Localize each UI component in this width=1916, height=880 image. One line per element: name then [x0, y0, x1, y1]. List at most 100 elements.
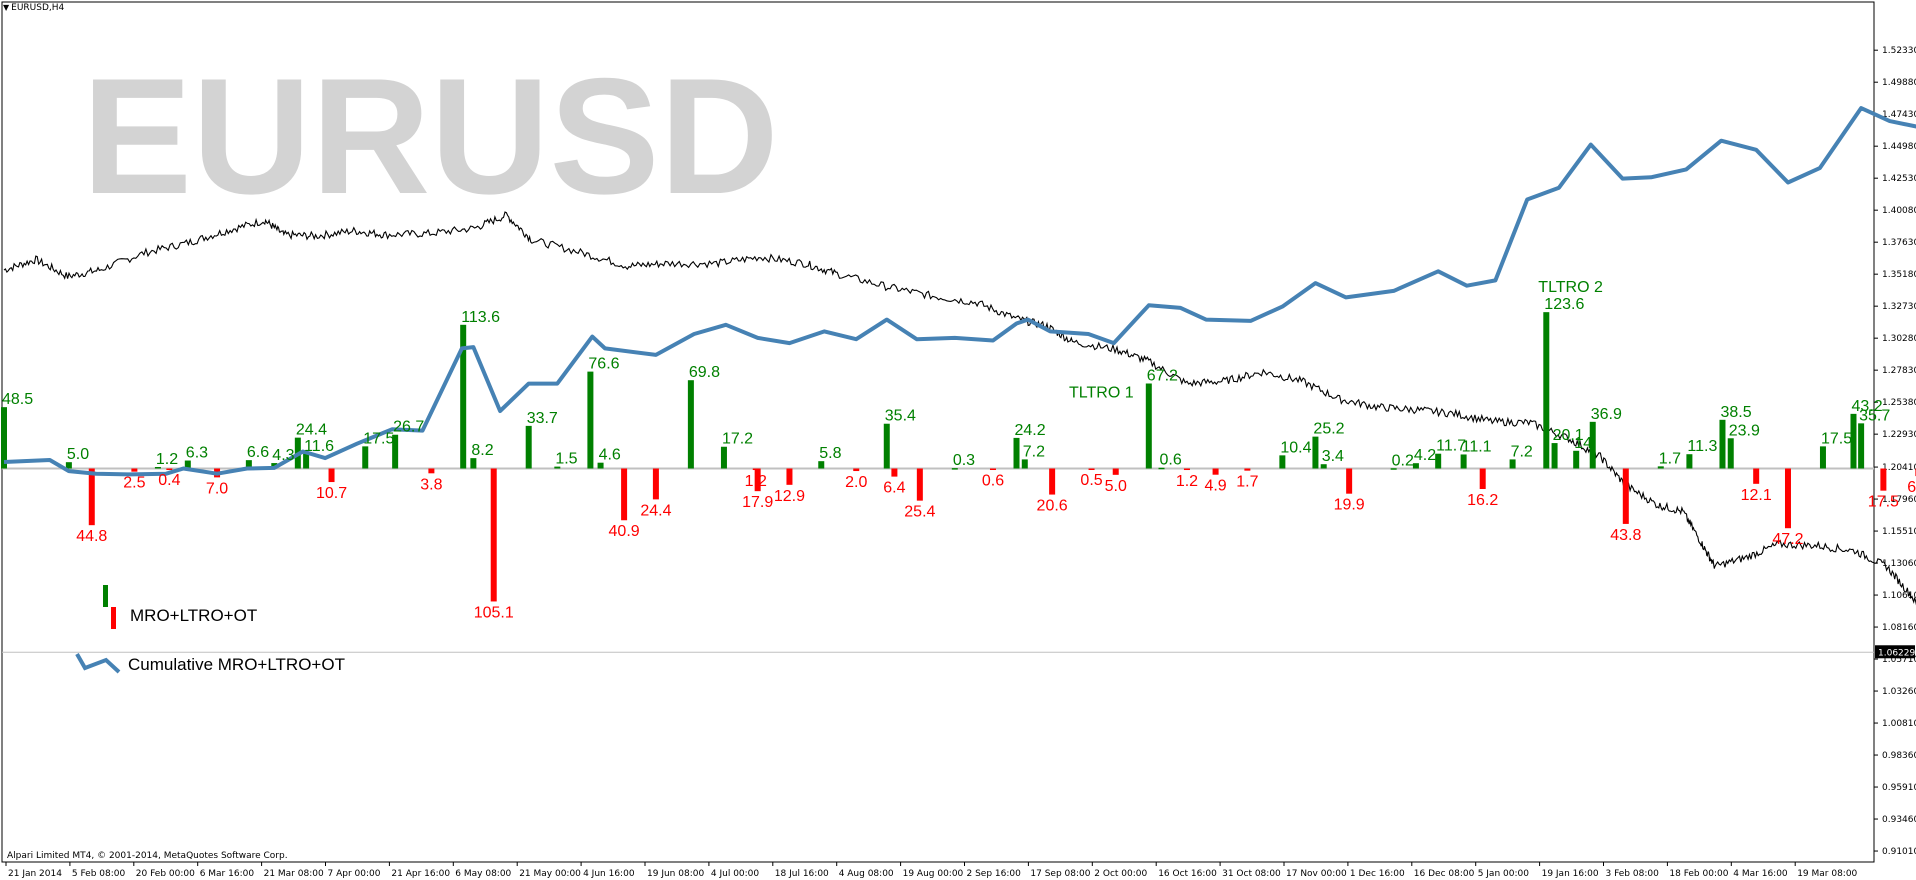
bar-value-label: 1.2 — [1176, 473, 1198, 490]
time-tick-label: 18 Feb 00:00 — [1669, 869, 1728, 879]
bar-value-label: 44.8 — [76, 528, 107, 545]
bar-positive — [470, 458, 477, 469]
bar-value-label: 17.5 — [1868, 494, 1899, 511]
bar-value-label: 24.4 — [640, 502, 671, 519]
time-tick-label: 6 May 08:00 — [455, 869, 511, 879]
bar-negative — [989, 468, 996, 471]
time-tick-label: 2 Oct 00:00 — [1094, 869, 1147, 879]
bar-value-label: 1.2 — [745, 473, 767, 490]
bar-value-label: 17.5 — [363, 430, 394, 447]
bar-negative — [891, 468, 898, 477]
price-tick-label: 0.98360 — [1882, 751, 1916, 761]
copyright-text: Alpari Limited MT4, © 2001-2014, MetaQuo… — [7, 851, 288, 861]
time-tick-label: 19 Mar 08:00 — [1797, 869, 1857, 879]
tltro-annotation: TLTRO 1 — [1069, 384, 1134, 401]
time-tick-label: 20 Feb 00:00 — [136, 869, 195, 879]
bar-value-label: 5.0 — [1105, 478, 1127, 495]
time-tick-label: 16 Oct 16:00 — [1158, 869, 1217, 879]
bar-value-label: 20.1 — [1553, 427, 1584, 444]
price-tick-label: 1.25380 — [1882, 398, 1916, 408]
bar-positive — [1412, 463, 1419, 469]
bar-value-label: 0.2 — [1392, 452, 1414, 469]
watermark-text: EURUSD — [82, 44, 779, 228]
bar-negative — [621, 468, 628, 521]
price-tick-label: 1.32730 — [1882, 302, 1916, 312]
bar-positive — [1460, 454, 1467, 469]
bar-positive — [1573, 450, 1580, 469]
bar-value-label: 12.9 — [774, 488, 805, 505]
bar-positive — [1543, 312, 1550, 469]
time-tick-label: 21 May 00:00 — [519, 869, 581, 879]
bar-negative — [428, 468, 435, 474]
bar-negative — [1112, 468, 1119, 475]
price-tick-label: 1.42530 — [1882, 174, 1916, 184]
time-tick-label: 5 Feb 08:00 — [72, 869, 126, 879]
time-tick-label: 21 Mar 08:00 — [264, 869, 324, 879]
bar-value-label: 48.5 — [2, 391, 33, 408]
bar-value-label: 24.2 — [1015, 422, 1046, 439]
bar-positive — [1589, 421, 1596, 469]
bar-value-label: 4.6 — [599, 447, 621, 464]
price-tick-label: 1.13060 — [1882, 559, 1916, 569]
bar-negative — [1212, 468, 1219, 475]
bar-positive — [1686, 454, 1693, 469]
bar-negative — [1183, 468, 1190, 471]
price-tick-label: 1.52330 — [1882, 46, 1916, 56]
bar-value-label: 11.7 — [1436, 438, 1466, 455]
bar-negative — [652, 468, 659, 500]
time-tick-label: 18 Jul 16:00 — [775, 869, 829, 879]
price-tick-label: 1.27830 — [1882, 366, 1916, 376]
price-tick-label: 1.35180 — [1882, 270, 1916, 280]
symbol-header[interactable]: ▼ EURUSD,H4 — [3, 3, 64, 13]
legend-bars-label: MRO+LTRO+OT — [130, 606, 257, 625]
price-tick-label: 1.37630 — [1882, 238, 1916, 248]
bar-positive — [1657, 466, 1664, 469]
bar-negative — [131, 468, 138, 472]
bar-value-label: 1.7 — [1659, 450, 1681, 467]
bar-positive — [362, 446, 369, 469]
bar-positive — [587, 371, 594, 469]
bar-value-label: 1.2 — [156, 451, 178, 468]
bar-value-label: 7.2 — [1511, 443, 1533, 460]
time-tick-label: 31 Oct 08:00 — [1222, 869, 1281, 879]
bar-value-label: 6.0 — [1907, 479, 1916, 496]
bar-value-label: 2.0 — [845, 474, 867, 491]
time-tick-label: 4 Jul 00:00 — [711, 869, 760, 879]
price-tick-label: 0.91010 — [1882, 847, 1916, 857]
bar-value-label: 36.9 — [1591, 406, 1622, 423]
current-price-box — [1875, 645, 1915, 659]
bar-positive — [1727, 438, 1734, 469]
bar-value-label: 10.7 — [316, 485, 347, 502]
time-tick-label: 16 Dec 08:00 — [1414, 869, 1475, 879]
bar-negative — [916, 468, 923, 501]
bar-positive — [245, 460, 252, 469]
price-tick-label: 1.22930 — [1882, 430, 1916, 440]
bar-positive — [1509, 459, 1516, 469]
bar-positive — [1719, 419, 1726, 469]
price-tick-label: 1.49880 — [1882, 78, 1916, 88]
time-tick-label: 21 Apr 16:00 — [391, 869, 450, 879]
dropdown-arrow-icon[interactable]: ▼ — [3, 3, 10, 12]
time-tick-label: 4 Jun 16:00 — [583, 869, 635, 879]
time-tick-label: 19 Jan 16:00 — [1542, 869, 1599, 879]
bar-positive — [1858, 423, 1865, 469]
legend-bar-positive-swatch — [103, 585, 108, 607]
bar-positive — [720, 446, 727, 469]
bar-positive — [1435, 453, 1442, 469]
bar-value-label: 3.8 — [420, 476, 442, 493]
bar-negative — [1244, 468, 1251, 471]
time-tick-label: 17 Nov 00:00 — [1286, 869, 1347, 879]
bar-value-label: 16.2 — [1467, 492, 1498, 509]
bar-value-label: 113.6 — [461, 309, 500, 326]
bar-value-label: 35.7 — [1859, 407, 1890, 424]
bar-value-label: 43.8 — [1610, 527, 1641, 544]
bar-positive — [154, 466, 161, 469]
bar-positive — [1, 407, 7, 469]
bar-value-label: 6.3 — [186, 445, 208, 462]
bar-positive — [818, 461, 825, 469]
bar-value-label: 6.6 — [247, 444, 269, 461]
bar-value-label: 17.9 — [742, 494, 773, 511]
time-tick-label: 2 Sep 16:00 — [967, 869, 1022, 879]
time-tick-label: 4 Aug 08:00 — [839, 869, 894, 879]
